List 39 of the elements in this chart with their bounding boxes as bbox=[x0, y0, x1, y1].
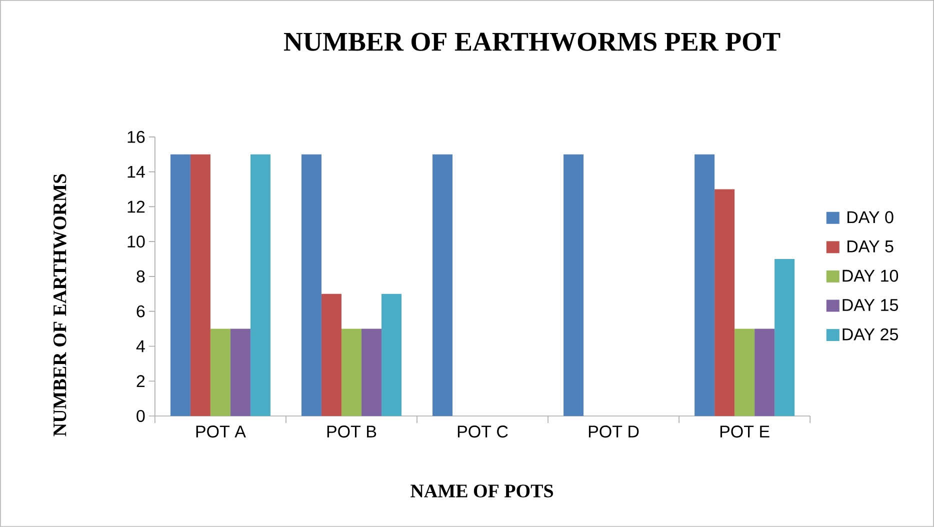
bar bbox=[230, 328, 250, 416]
y-tick-label: 8 bbox=[136, 270, 145, 283]
legend-label: DAY 0 bbox=[848, 211, 894, 224]
y-tick-label: 6 bbox=[136, 305, 145, 318]
bar bbox=[714, 189, 735, 416]
bar bbox=[190, 154, 210, 416]
bar bbox=[734, 328, 755, 416]
legend-label: DAY 10 bbox=[842, 270, 898, 282]
bar bbox=[170, 154, 190, 416]
bar bbox=[250, 154, 270, 416]
y-tick-label: 2 bbox=[136, 375, 145, 388]
bar bbox=[564, 154, 584, 416]
bar bbox=[754, 328, 775, 416]
y-tick-label: 4 bbox=[136, 340, 145, 352]
bar bbox=[694, 154, 715, 416]
chart-title: NUMBER OF EARTHWORMS PER POT bbox=[284, 32, 780, 52]
x-tick-label: POT E bbox=[720, 426, 770, 438]
x-tick-label: POT C bbox=[458, 426, 508, 438]
bar bbox=[432, 154, 453, 416]
y-tick-label: 16 bbox=[128, 130, 145, 143]
bar bbox=[341, 328, 362, 416]
legend-label: DAY 25 bbox=[842, 328, 898, 340]
y-axis-title: NUMBER OF EARTHWORMS bbox=[53, 174, 66, 436]
bar bbox=[361, 328, 382, 416]
bar bbox=[321, 294, 342, 416]
bar bbox=[301, 154, 322, 416]
y-tick-label: 12 bbox=[128, 200, 145, 213]
y-tick-label: 14 bbox=[128, 166, 145, 178]
bar bbox=[774, 259, 795, 416]
y-tick-label: 10 bbox=[128, 236, 145, 248]
bar bbox=[210, 328, 230, 416]
bar bbox=[381, 294, 402, 416]
y-tick-label: 0 bbox=[136, 410, 145, 422]
legend-label: DAY 15 bbox=[842, 299, 898, 312]
x-tick-label: POT A bbox=[196, 426, 246, 438]
x-axis-title: NAME OF POTS bbox=[410, 484, 553, 498]
legend-label: DAY 5 bbox=[848, 240, 894, 252]
x-tick-label: POT B bbox=[327, 426, 376, 438]
x-tick-label: POT D bbox=[588, 426, 639, 438]
